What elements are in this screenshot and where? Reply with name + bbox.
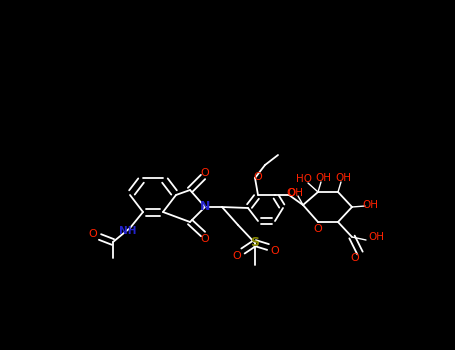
- Text: O: O: [271, 246, 279, 256]
- Text: OH: OH: [362, 200, 378, 210]
- Text: OH: OH: [287, 188, 303, 198]
- Text: HO: HO: [296, 174, 312, 184]
- Text: O: O: [313, 224, 323, 234]
- Text: O: O: [201, 168, 209, 178]
- Text: O: O: [89, 229, 97, 239]
- Text: OH: OH: [315, 173, 331, 183]
- Text: O: O: [287, 188, 295, 198]
- Text: O: O: [351, 253, 359, 263]
- Text: O: O: [233, 251, 241, 261]
- Text: O: O: [253, 172, 263, 182]
- Text: OH: OH: [335, 173, 351, 183]
- Text: N: N: [200, 201, 210, 214]
- Text: O: O: [201, 234, 209, 244]
- Text: OH: OH: [368, 232, 384, 242]
- Text: S: S: [251, 237, 259, 250]
- Text: NH: NH: [119, 226, 137, 236]
